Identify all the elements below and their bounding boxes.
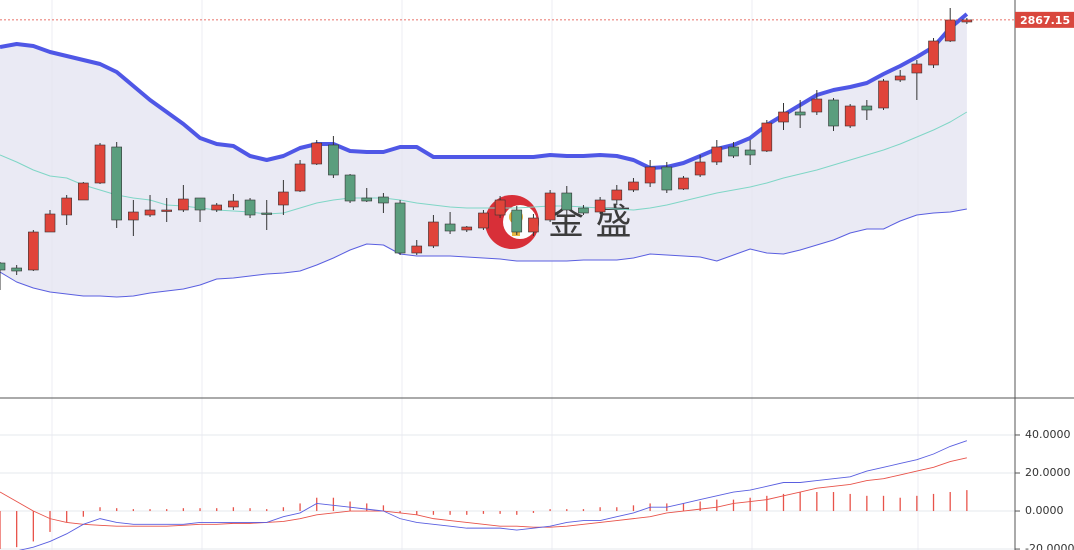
candle-body (578, 207, 589, 214)
candle-body (294, 163, 306, 192)
candle-body (28, 231, 39, 271)
candle-body (44, 213, 56, 233)
candle-body (628, 181, 639, 191)
candle-body (861, 105, 873, 111)
candle-body (378, 196, 389, 204)
candle-body (444, 223, 456, 232)
candle-body (78, 182, 89, 201)
candle-body (361, 197, 373, 202)
watermark-text: 金 盛 (548, 202, 631, 243)
candle-body (461, 226, 473, 231)
candle-body (661, 166, 673, 191)
upper-band (0, 12, 969, 170)
candle-body (911, 63, 923, 74)
dea-line (0, 457, 967, 528)
candle-body (694, 161, 706, 176)
candle-body (944, 19, 956, 42)
candle-body (811, 98, 823, 113)
candle-body (611, 189, 623, 201)
candle-body (228, 200, 239, 208)
candle-body (261, 212, 273, 215)
candle-body (828, 99, 839, 127)
candle-body (244, 199, 256, 216)
candle-body (394, 202, 406, 254)
candle-body (128, 211, 139, 221)
candle-body (644, 166, 656, 184)
candle-body (111, 146, 122, 221)
candle-body (278, 191, 289, 206)
candle-body (794, 111, 806, 116)
y-tick-label: 0.0000 (1025, 504, 1064, 517)
band-fill (0, 14, 967, 297)
candle-body (711, 146, 723, 163)
candle-body (178, 198, 189, 211)
candle-body (211, 204, 223, 211)
candle-body (194, 197, 206, 211)
candle-body (0, 262, 6, 271)
dif-line (18, 440, 968, 550)
last-price-box (1015, 11, 1074, 28)
candle-body (311, 142, 323, 165)
candle-body (61, 197, 72, 216)
candle-body (594, 199, 606, 213)
candle-body (561, 192, 573, 211)
candle-body (344, 174, 356, 202)
candle-body (528, 217, 539, 233)
candle-body (328, 144, 339, 176)
y-tick-label: 20.0000 (1025, 466, 1071, 479)
candle-body (478, 212, 489, 229)
middle-band (0, 111, 968, 215)
candle-body (94, 144, 106, 184)
candle-body (961, 19, 973, 23)
candle-body (11, 267, 22, 272)
candle-body (678, 177, 689, 190)
candle-body (428, 221, 439, 247)
candle-body (744, 149, 756, 156)
candle-body (894, 75, 906, 81)
candle-body (844, 105, 856, 127)
candle-body (411, 245, 423, 254)
y-tick-label: 40.0000 (1025, 428, 1071, 441)
candle-body (161, 209, 172, 212)
candle-body (144, 209, 156, 216)
candle-body (878, 80, 889, 109)
candle-body (511, 209, 523, 233)
lower-band (0, 208, 967, 298)
last-price-label: 2867.15 (1020, 14, 1070, 27)
candle-body (778, 111, 789, 123)
candle-body (761, 122, 773, 152)
candle-body (728, 146, 739, 157)
candle-body (544, 192, 556, 221)
candle-body (494, 199, 506, 216)
y-tick-label: -20.0000 (1025, 542, 1074, 550)
candle-body (928, 40, 939, 66)
watermark: 金 盛 (485, 195, 631, 249)
